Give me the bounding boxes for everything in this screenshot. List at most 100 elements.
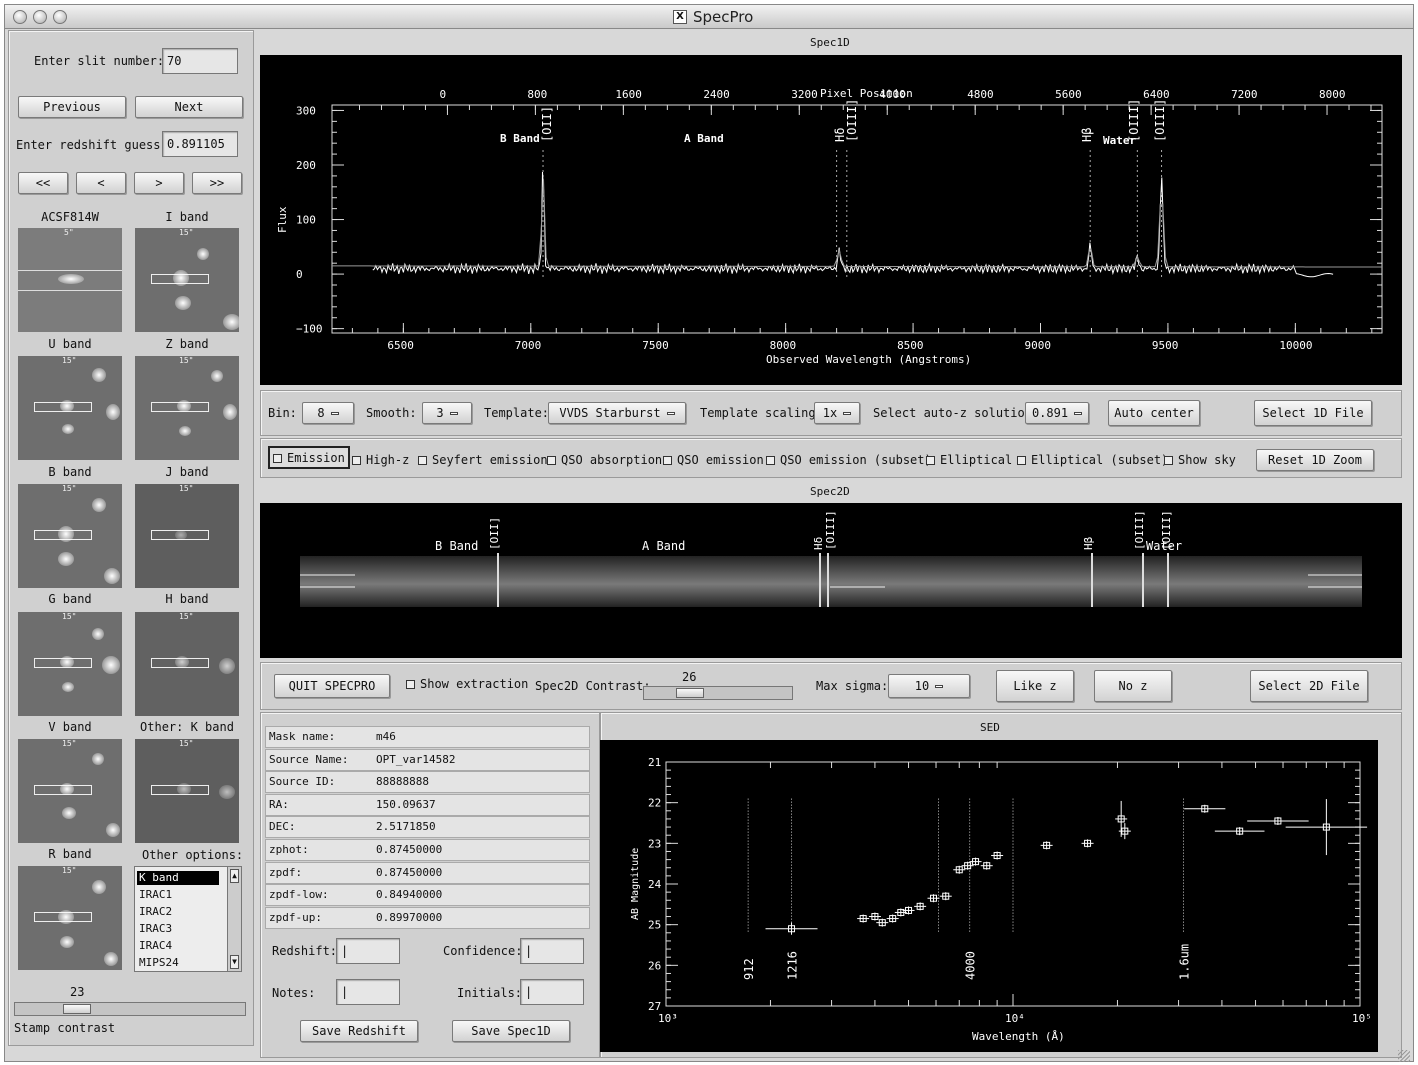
stamp-image-u[interactable]: 15" [18,356,122,460]
bin-label: Bin: [268,406,297,420]
checkbox-show-extraction[interactable]: Show extraction [406,677,528,691]
checkbox-emission[interactable]: Emission [268,446,350,469]
no-z-button[interactable]: No z [1094,670,1172,702]
list-item[interactable]: IRAC4 [139,939,173,952]
list-item[interactable]: IRAC2 [139,905,173,918]
dropdown-arrow-icon [666,412,675,415]
list-scrollbar[interactable]: ▲ ▼ [227,867,241,971]
checkbox-high-z[interactable]: High-z [352,453,409,467]
scroll-up-icon[interactable]: ▲ [230,869,239,883]
template-scaling-dropdown[interactable]: 1x [814,402,860,424]
spec2d-contrast-value: 26 [682,670,697,684]
other-options-list[interactable]: K band IRAC1 IRAC2 IRAC3 IRAC4 MIPS24 ▲ … [134,866,242,972]
slit-number-input[interactable]: 70 [162,48,238,74]
dropdown-arrow-icon [1074,412,1083,415]
redshift-input[interactable]: | [336,938,400,964]
stamp-image-g[interactable]: 15" [18,612,122,716]
initials-input[interactable]: | [520,979,584,1005]
top-tick-label: 0 [439,88,446,101]
select-1d-file-button[interactable]: Select 1D File [1254,400,1372,426]
spec2d-contrast-slider[interactable] [643,686,793,700]
spec2d-image[interactable]: B Band [OII] A Band Hδ [OIII] Hβ [OIII] [OIII] W… [260,503,1402,658]
first-slit-button[interactable]: << [18,172,68,194]
checkbox-icon [766,456,775,465]
close-window-icon[interactable] [13,10,27,24]
list-item[interactable]: IRAC1 [139,888,173,901]
last-slit-button[interactable]: >> [192,172,242,194]
prev-slit-button[interactable]: < [76,172,126,194]
save-redshift-button[interactable]: Save Redshift [300,1020,418,1042]
info-key: DEC: [269,820,296,834]
checkbox-icon [1017,456,1026,465]
minimize-window-icon[interactable] [33,10,47,24]
stamp-image-j[interactable]: 15" [135,484,239,588]
notes-input[interactable]: | [336,979,400,1005]
restframe-marker-label: 1216 [786,951,800,980]
dropdown-arrow-icon [449,412,458,415]
like-z-button[interactable]: Like z [996,670,1074,702]
select-2d-file-button[interactable]: Select 2D File [1250,670,1368,702]
smooth-dropdown[interactable]: 3 [422,402,472,424]
stamp-image-z[interactable]: 15" [135,356,239,460]
checkbox-elliptical[interactable]: Elliptical [926,453,1012,467]
slider-thumb[interactable] [63,1004,91,1014]
auto-center-button[interactable]: Auto center [1108,400,1200,426]
list-item[interactable]: IRAC3 [139,922,173,935]
top-tick-label: 6400 [1143,88,1170,101]
template-dropdown[interactable]: VVDS Starburst [548,402,686,424]
checkbox-label: Elliptical [940,453,1013,467]
spec1d-plot[interactable]: 6500 7000 7500 8000 8500 9000 9500 10000 0 800 160… [260,55,1402,385]
checkbox-qso-emission-subset[interactable]: QSO emission (subset) [766,453,932,467]
stamp-contrast-slider[interactable] [14,1002,246,1016]
checkbox-qso-absorption[interactable]: QSO absorption [547,453,662,467]
slit-number-label: Enter slit number: [34,54,165,68]
sed-point [871,913,879,921]
list-item-selected[interactable]: K band [137,871,219,885]
scroll-down-icon[interactable]: ▼ [230,955,239,969]
info-key: RA: [269,797,289,811]
bin-dropdown[interactable]: 8 [302,402,354,424]
redshift-guess-input[interactable]: 0.891105 [162,131,238,157]
line-label: Hβ [1080,128,1094,142]
autoz-dropdown[interactable]: 0.891 [1025,402,1089,424]
zoom-window-icon[interactable] [53,10,67,24]
y-tick-label: 0 [296,268,303,281]
quit-specpro-button[interactable]: QUIT SPECPRO [274,674,390,698]
sed-point [1274,817,1282,825]
stamp-image-v[interactable]: 15" [18,739,122,843]
confidence-input[interactable]: | [520,938,584,964]
stamp-label-k: Other: K band [140,720,234,734]
checkbox-icon [418,456,427,465]
sed-point [972,858,980,866]
next-button[interactable]: Next [135,96,243,118]
checkbox-elliptical-subset[interactable]: Elliptical (subset) [1017,453,1168,467]
y-tick-label: 100 [296,214,316,227]
previous-button[interactable]: Previous [18,96,126,118]
line-label: Hδ [833,128,847,142]
stamp-image-r[interactable]: 15" [18,866,122,970]
stamp-image-b[interactable]: 15" [18,484,122,588]
reset-1d-zoom-button[interactable]: Reset 1D Zoom [1256,449,1374,471]
x-tick-label: 10⁵ [1352,1012,1372,1025]
line-label: [OIII] [1160,510,1173,550]
line-label: [OIII] [1153,99,1167,142]
checkbox-seyfert-emission[interactable]: Seyfert emission [418,453,548,467]
y-tick-label: −100 [296,323,323,336]
spec2d-svg: B Band [OII] A Band Hδ [OIII] Hβ [OIII] [OIII]W… [300,510,1362,607]
sed-plot[interactable]: 21 22 23 24 25 26 27 10³ 10⁴ 10⁵ Wavelength (Å) AB … [600,740,1378,1052]
stamp-image-k[interactable]: 15" [135,739,239,843]
checkbox-qso-emission[interactable]: QSO emission [663,453,764,467]
next-slit-button[interactable]: > [134,172,184,194]
sed-point [955,866,963,874]
checkbox-show-sky[interactable]: Show sky [1164,453,1236,467]
smooth-label: Smooth: [366,406,417,420]
stamp-image-acs[interactable]: 5" [18,228,122,332]
slider-thumb[interactable] [676,688,704,698]
list-item[interactable]: MIPS24 [139,956,179,969]
stamp-image-h[interactable]: 15" [135,612,239,716]
max-sigma-dropdown[interactable]: 10 [888,674,970,698]
save-spec1d-button[interactable]: Save Spec1D [452,1020,570,1042]
stamp-image-i[interactable]: 15" [135,228,239,332]
resize-grip-icon[interactable] [1398,1050,1410,1062]
